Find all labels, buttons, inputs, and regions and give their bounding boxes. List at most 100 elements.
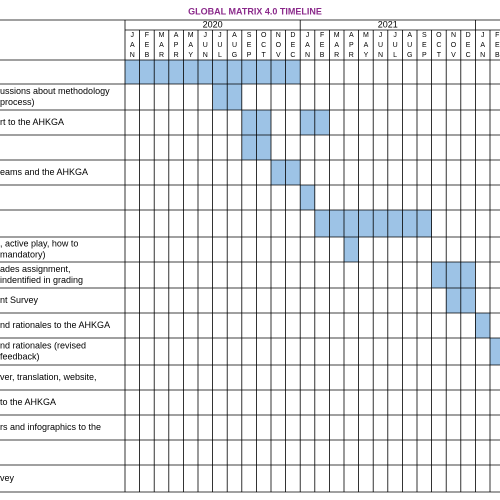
- month-letter: D: [290, 32, 295, 39]
- year-label: 2020: [203, 19, 223, 29]
- year-label: 2021: [378, 19, 398, 29]
- month-letter: U: [407, 42, 412, 49]
- shaded-cell: [402, 210, 417, 237]
- shaded-cell: [198, 60, 213, 84]
- month-letter: A: [480, 42, 485, 49]
- month-letter: R: [349, 52, 354, 59]
- shaded-cell: [314, 210, 330, 237]
- month-letter: L: [218, 52, 222, 59]
- shaded-cell: [139, 60, 155, 84]
- shaded-cell: [460, 288, 476, 313]
- month-letter: R: [334, 52, 339, 59]
- month-letter: O: [261, 32, 267, 39]
- shaded-cell: [358, 210, 374, 237]
- month-letter: B: [145, 52, 150, 59]
- shaded-cell: [285, 60, 301, 84]
- month-letter: M: [188, 32, 194, 39]
- month-letter: A: [232, 32, 237, 39]
- shaded-cell: [241, 135, 257, 160]
- shaded-cell: [373, 210, 388, 237]
- task-text: indentified in grading: [0, 275, 83, 285]
- month-letter: J: [306, 32, 310, 39]
- shaded-cell: [417, 210, 432, 237]
- month-letter: S: [247, 32, 252, 39]
- month-letter: R: [159, 52, 164, 59]
- shaded-cell: [285, 160, 301, 185]
- month-letter: V: [451, 52, 456, 59]
- month-letter: J: [379, 32, 383, 39]
- month-letter: P: [247, 52, 252, 59]
- task-text: process): [0, 97, 35, 107]
- shaded-cell: [460, 262, 476, 288]
- month-letter: O: [276, 42, 282, 49]
- month-letter: A: [364, 42, 369, 49]
- month-letter: B: [495, 52, 500, 59]
- month-letter: G: [232, 52, 237, 59]
- shaded-cell: [271, 60, 286, 84]
- month-letter: J: [131, 32, 135, 39]
- month-letter: A: [349, 32, 354, 39]
- shaded-cell: [256, 135, 271, 160]
- month-letter: A: [174, 32, 179, 39]
- month-letter: J: [204, 32, 208, 39]
- month-letter: D: [466, 32, 471, 39]
- month-letter: T: [262, 52, 267, 59]
- month-letter: E: [466, 42, 471, 49]
- month-letter: U: [393, 42, 398, 49]
- month-letter: C: [290, 52, 295, 59]
- shaded-cell: [241, 110, 257, 135]
- month-letter: Y: [188, 52, 193, 59]
- task-text: , active play, how to: [0, 238, 78, 248]
- month-letter: N: [480, 52, 485, 59]
- task-text: rt to the AHKGA: [0, 117, 64, 127]
- shaded-cell: [329, 210, 344, 237]
- shaded-cell: [241, 60, 257, 84]
- month-letter: C: [436, 42, 441, 49]
- month-letter: J: [218, 32, 222, 39]
- month-letter: P: [349, 42, 354, 49]
- shaded-cell: [212, 84, 228, 110]
- month-letter: R: [174, 52, 179, 59]
- month-letter: S: [422, 32, 427, 39]
- shaded-cell: [300, 110, 315, 135]
- task-text: nt Survey: [0, 295, 39, 305]
- shaded-cell: [314, 110, 330, 135]
- shaded-cell: [446, 288, 461, 313]
- shaded-cell: [227, 60, 242, 84]
- shaded-cell: [227, 84, 242, 110]
- month-letter: U: [203, 42, 208, 49]
- month-letter: U: [378, 42, 383, 49]
- task-text: ver, translation, website,: [0, 372, 97, 382]
- month-letter: A: [188, 42, 193, 49]
- month-letter: E: [422, 42, 427, 49]
- month-letter: V: [276, 52, 281, 59]
- month-letter: E: [291, 42, 296, 49]
- month-letter: U: [232, 42, 237, 49]
- month-letter: U: [217, 42, 222, 49]
- month-letter: B: [320, 52, 325, 59]
- month-letter: N: [203, 52, 208, 59]
- month-letter: A: [407, 32, 412, 39]
- month-letter: A: [159, 42, 164, 49]
- shaded-cell: [475, 313, 490, 338]
- task-text: rs and infographics to the: [0, 422, 101, 432]
- month-letter: N: [305, 52, 310, 59]
- task-text: ades assignment,: [0, 264, 71, 274]
- task-text: feedback): [0, 351, 40, 361]
- month-letter: E: [247, 42, 252, 49]
- month-letter: E: [145, 42, 150, 49]
- task-text: nd rationales to the AHKGA: [0, 320, 110, 330]
- shaded-cell: [271, 160, 286, 185]
- month-letter: C: [261, 42, 266, 49]
- month-letter: F: [320, 32, 324, 39]
- month-letter: O: [451, 42, 457, 49]
- shaded-cell: [154, 60, 169, 84]
- month-letter: M: [363, 32, 369, 39]
- month-letter: A: [305, 42, 310, 49]
- month-letter: F: [495, 32, 499, 39]
- shaded-cell: [212, 60, 228, 84]
- task-text: vey: [0, 473, 15, 483]
- month-letter: G: [407, 52, 412, 59]
- shaded-cell: [256, 110, 271, 135]
